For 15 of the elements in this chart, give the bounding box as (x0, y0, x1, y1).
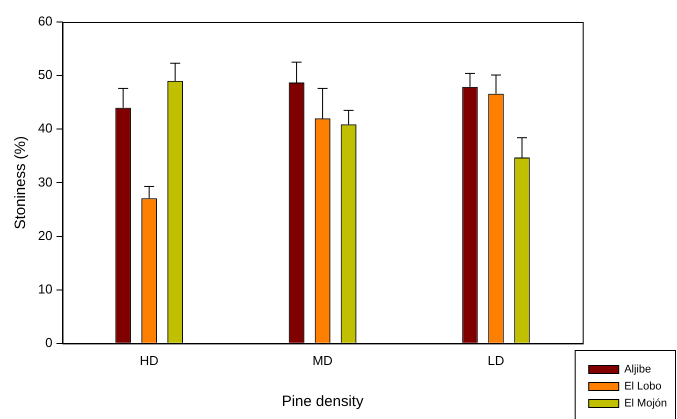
y-tick-label: 40 (38, 120, 52, 136)
y-tick-label: 60 (38, 14, 52, 29)
x-tick-label: LD (488, 352, 504, 368)
y-tick-label: 10 (38, 281, 52, 296)
legend-label: El Mojón (624, 398, 667, 410)
y-tick-label: 50 (38, 67, 52, 82)
x-tick-label: MD (312, 352, 333, 368)
x-axis-title: Pine density (282, 393, 364, 410)
x-tick-label: HD (140, 352, 159, 368)
y-tick-label: 20 (38, 228, 52, 243)
legend-label: Aljibe (624, 364, 652, 376)
y-tick-label: 0 (45, 334, 52, 350)
y-tick-label: 30 (38, 174, 52, 190)
y-axis-title: Stoniness (%) (12, 136, 30, 230)
legend-label: El Lobo (624, 380, 662, 393)
